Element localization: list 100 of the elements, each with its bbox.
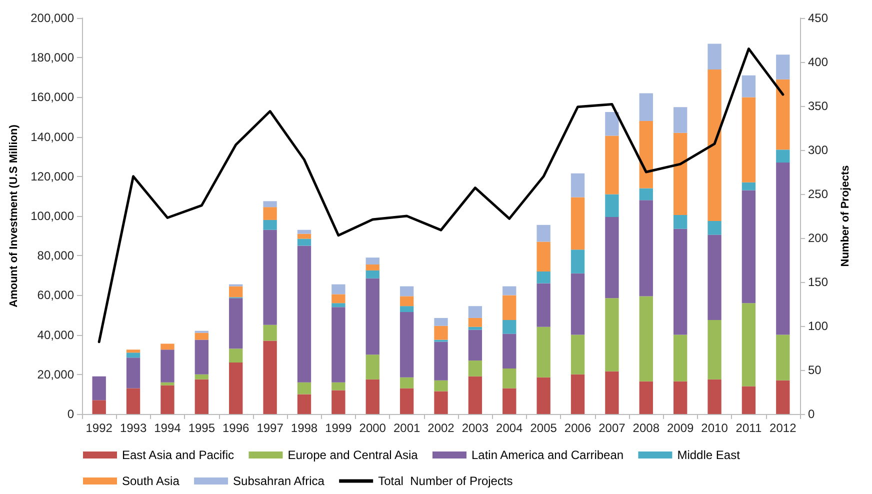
bar [502,286,516,296]
bar [366,354,380,380]
x-tick-label: 1994 [154,421,182,435]
bar [536,242,550,272]
legend-label: Subsahran Africa [233,474,325,488]
bar [742,303,756,386]
y2-tick-label: 200 [808,231,828,245]
bar [570,250,585,274]
bar [673,381,688,414]
bar [605,216,619,298]
legend-label: Europe and Central Asia [288,448,418,462]
bar [297,382,312,394]
bar [673,132,688,216]
x-tick-label: 2004 [496,421,524,435]
bar [776,334,790,380]
x-tick-label: 1999 [325,421,352,435]
bar [229,348,243,363]
bar [263,201,277,208]
bar [263,230,277,325]
x-tick-label: 1996 [222,421,250,435]
bar [126,358,140,388]
x-tick-label: 2000 [359,421,386,435]
bar [468,330,482,361]
bar [400,306,414,312]
bar [92,376,106,400]
y-tick-label: 140,000 [30,130,74,144]
bar [570,374,585,414]
bar [194,379,209,414]
bar [229,298,243,349]
legend-label: Middle East [677,448,741,462]
bar [708,320,722,380]
bar [536,224,550,242]
bar [502,334,516,368]
bar [776,54,790,80]
bar [742,386,756,414]
x-tick-label: 2002 [428,421,455,435]
y-tick-label: 0 [67,407,74,421]
bar [297,394,312,414]
y-tick-label: 80,000 [37,248,74,263]
bar [434,318,448,326]
bar [605,298,619,372]
y2-tick-label: 50 [808,363,822,377]
bar [160,382,174,386]
bar [570,173,585,198]
y2-tick-label: 0 [808,407,815,421]
bar [434,326,448,340]
bar [400,388,414,414]
bar [92,400,106,414]
bar [502,295,516,320]
bar [639,296,653,382]
bar [332,294,346,304]
x-tick-label: 1998 [290,421,318,435]
bar [468,376,482,414]
legend-label: Latin America and Carribean [471,448,624,462]
bar [126,388,140,414]
x-tick-label: 1995 [188,421,216,435]
bar [434,380,448,392]
x-tick-label: 1997 [256,421,284,435]
bar [742,75,756,98]
x-tick-label: 2001 [393,421,420,435]
bar [708,220,722,235]
x-tick-label: 2008 [632,421,660,435]
x-tick-label: 2010 [701,421,728,435]
bar [673,334,688,382]
bar [297,234,312,239]
bar [194,374,209,380]
bar [536,326,550,378]
bar [332,303,346,308]
legend-label: East Asia and Pacific [122,448,234,462]
bar [229,362,243,414]
bar [776,150,790,163]
bar [673,107,688,133]
bar [160,385,174,414]
x-tick-label: 2005 [530,421,558,435]
bar [400,286,414,296]
bar [400,296,414,306]
x-tick-label: 2006 [564,421,592,435]
bar [639,188,653,200]
bar [229,286,243,298]
bar [434,342,448,380]
line-series [98,48,784,344]
y2-tick-label: 300 [808,143,828,157]
bar [639,381,653,414]
bar [536,271,550,284]
bar [742,97,756,182]
bar [160,350,174,382]
bar [400,377,414,388]
bar [332,382,346,390]
x-tick-label: 1993 [120,421,147,435]
bar [605,136,619,194]
bar [708,44,722,70]
bar [502,368,516,388]
bar [502,388,516,414]
bar [776,162,790,335]
bar [673,215,688,229]
bar [468,360,482,376]
bar [536,377,550,414]
y-tick-label: 20,000 [37,367,74,382]
bar [160,344,174,350]
y2-tick-label: 100 [808,319,828,333]
